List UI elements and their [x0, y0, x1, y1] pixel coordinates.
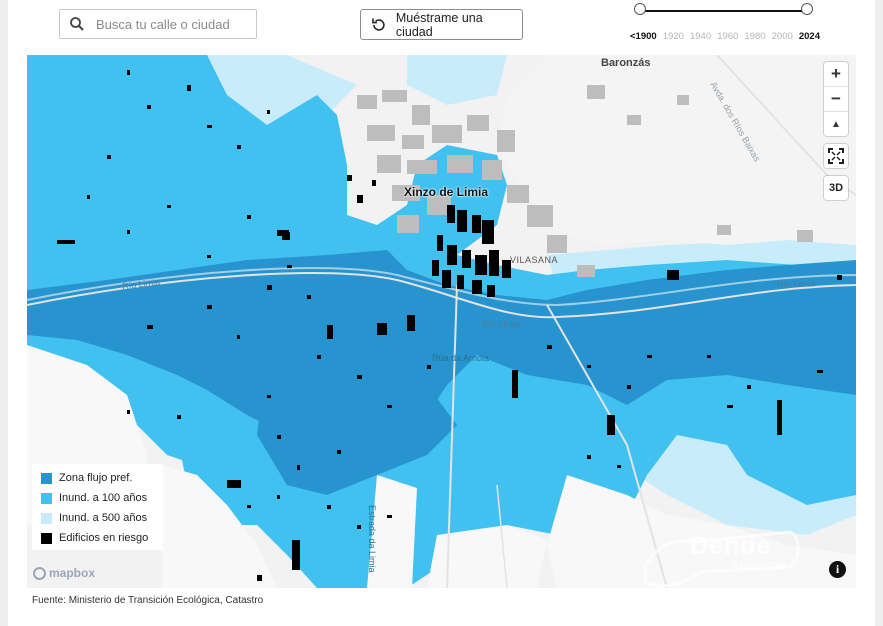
legend-swatch	[41, 472, 52, 484]
river-line	[27, 267, 856, 307]
legend-item: Zona flujo pref.	[41, 468, 163, 488]
village-label: Baronzás	[601, 57, 651, 69]
info-button[interactable]: i	[829, 561, 846, 578]
fullscreen-icon	[828, 148, 844, 164]
compass-button[interactable]: ▲	[824, 111, 848, 136]
year-range-slider[interactable]: <1900 1920 1940 1960 1980 2000 2024	[630, 0, 820, 45]
map-legend: Zona flujo pref. Inund. a 100 años Inund…	[32, 464, 163, 550]
street-label: Estrada da Limia	[367, 505, 377, 573]
legend-label: Edificios en riesgo	[59, 532, 149, 544]
town-label: Xinzo de Limia	[404, 185, 489, 199]
tick-label: 1960	[717, 31, 739, 42]
watermark: Dende a Limia.com	[640, 527, 810, 593]
legend-swatch	[41, 532, 52, 544]
legend-item: Edificios en riesgo	[41, 528, 163, 548]
mapbox-label: mapbox	[49, 566, 96, 580]
map-canvas[interactable]	[27, 55, 856, 588]
source-note: Fuente: Ministerio de Transición Ecológi…	[32, 595, 264, 606]
legend-item: Inund. a 500 años	[41, 508, 163, 528]
dry-area	[427, 525, 547, 588]
road-line	[546, 304, 668, 588]
zoom-out-button[interactable]: −	[824, 86, 848, 111]
compass-icon: ▲	[831, 118, 841, 130]
legend-label: Zona flujo pref.	[59, 472, 133, 484]
tick-label: 2024	[798, 31, 820, 42]
dry-area	[162, 465, 277, 588]
village-label: VILASANA	[510, 255, 559, 265]
buildings-at-risk	[57, 70, 842, 581]
watermark-map-icon	[643, 530, 800, 588]
watermark-text: Dende	[690, 532, 772, 560]
zoom-controls: + − ▲	[824, 62, 848, 136]
legend-swatch	[41, 512, 52, 524]
road-line	[446, 284, 458, 588]
tick-label: <1900	[630, 31, 657, 42]
info-icon: i	[835, 562, 840, 576]
mapbox-logo[interactable]: mapbox	[33, 566, 95, 580]
legend-item: Inund. a 100 años	[41, 488, 163, 508]
river-label: Río Limia	[482, 319, 521, 329]
slider-handle-end[interactable]	[801, 3, 813, 15]
preferred-flow-zone	[27, 250, 856, 465]
road-line	[27, 272, 856, 319]
zoom-in-button[interactable]: +	[831, 64, 841, 83]
tick-label: 1940	[689, 31, 712, 42]
preferred-flow-zone	[257, 355, 457, 495]
legend-label: Inund. a 100 años	[59, 492, 148, 504]
3d-button[interactable]: 3D	[824, 176, 848, 200]
search-icon	[70, 17, 84, 31]
search-input[interactable]	[94, 15, 248, 33]
mapbox-icon	[33, 566, 46, 580]
road-line	[496, 484, 508, 588]
watermark-subtext: a Limia.com	[732, 560, 786, 571]
legend-label: Inund. a 500 años	[59, 512, 148, 524]
dry-area	[367, 475, 417, 588]
fullscreen-button[interactable]	[824, 144, 848, 168]
flood-map[interactable]: Xinzo de Limia Baronzás VILASANA Río Lim…	[27, 55, 856, 588]
refresh-icon	[372, 18, 385, 31]
dry-area	[497, 55, 856, 245]
river-label: Río Limia	[776, 278, 816, 290]
slider-handle-start[interactable]	[634, 3, 646, 15]
show-city-button[interactable]: Muéstrame una ciudad	[360, 9, 523, 40]
tick-label: 2000	[771, 31, 793, 42]
show-city-label: Muéstrame una ciudad	[395, 10, 483, 39]
street-label: Rúa da Arnoia	[432, 353, 490, 363]
flood-500-zone	[407, 55, 507, 105]
urban-buildings	[357, 85, 813, 277]
search-box[interactable]	[59, 9, 257, 39]
dry-area	[547, 475, 856, 588]
slider-tick-labels: <1900 1920 1940 1960 1980 2000 2024	[630, 31, 820, 42]
legend-swatch	[41, 492, 52, 504]
tick-label: 1920	[662, 31, 684, 42]
tick-label: 1980	[744, 31, 766, 42]
slider-track[interactable]	[640, 10, 808, 12]
